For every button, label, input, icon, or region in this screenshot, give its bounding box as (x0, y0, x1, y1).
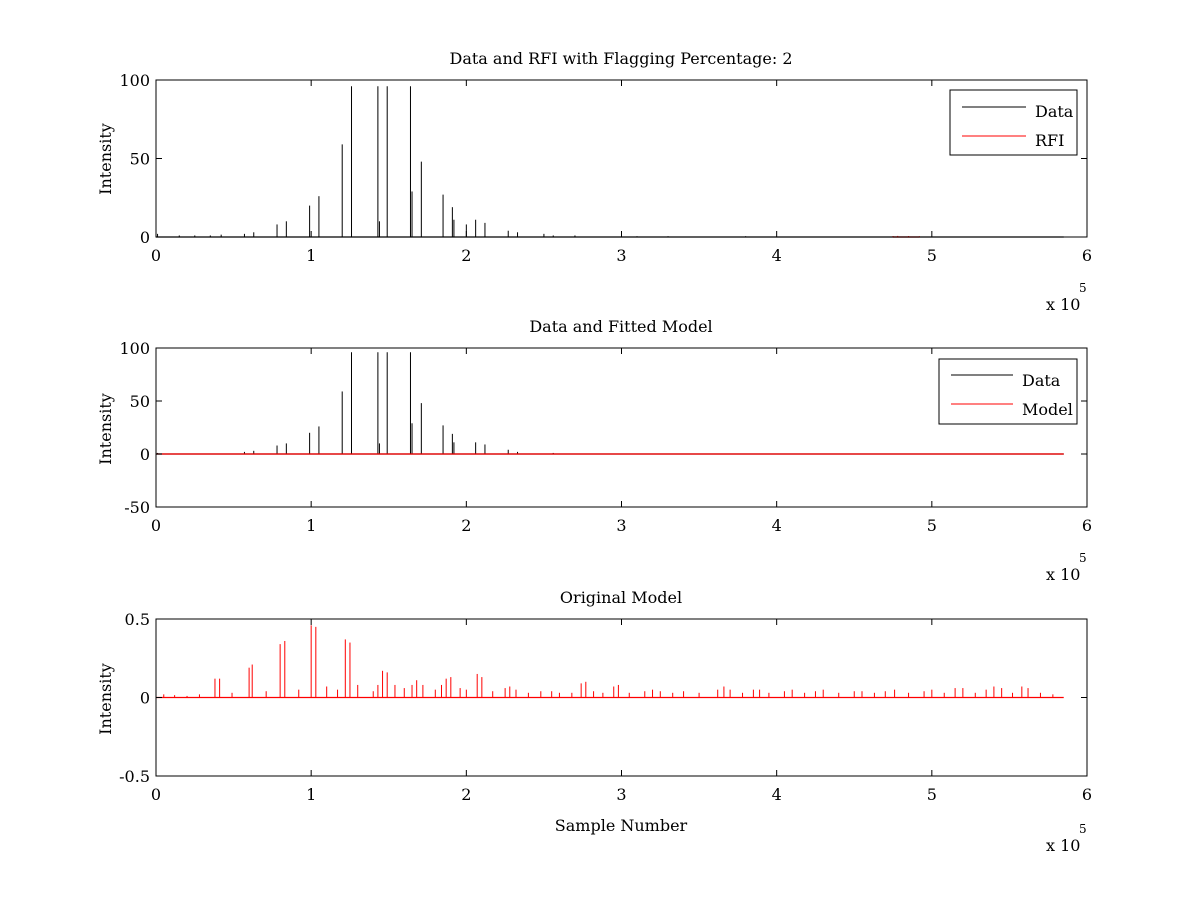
subplot-3-xlabel: Sample Number (555, 816, 688, 835)
x-tick-label: 4 (772, 785, 782, 804)
x-tick-label: 5 (927, 516, 937, 535)
y-tick-label: 0 (140, 689, 150, 708)
x-tick-label: 6 (1082, 785, 1092, 804)
x-tick-label: 5 (927, 246, 937, 265)
subplot-3-ylabel: Intensity (96, 663, 115, 735)
y-tick-label: 0 (140, 228, 150, 247)
subplot-1-x-multiplier: x 10 (1046, 295, 1080, 314)
legend-box (938, 358, 1078, 425)
legend-label-model: Model (1022, 400, 1073, 419)
subplot-2-x-exponent: 5 (1079, 551, 1087, 565)
subplot-2-title: Data and Fitted Model (529, 317, 712, 336)
x-tick-label: 1 (306, 246, 316, 265)
subplot-1-ylabel: Intensity (96, 123, 115, 195)
y-tick-label: 100 (119, 71, 150, 90)
x-tick-label: 3 (616, 785, 626, 804)
y-tick-label: -50 (124, 498, 150, 517)
series-model-0 (156, 625, 1064, 699)
x-tick-label: 4 (772, 516, 782, 535)
subplot-2-x-multiplier: x 10 (1046, 565, 1080, 584)
subplot-2-legend: Data Model (938, 358, 1078, 425)
subplot-2-ylabel: Intensity (96, 393, 115, 465)
x-tick-label: 5 (927, 785, 937, 804)
y-tick-label: 100 (119, 339, 150, 358)
x-tick-label: 1 (306, 785, 316, 804)
subplot-data-rfi: Data and RFI with Flagging Percentage: 2… (96, 49, 1092, 314)
legend-label-data: Data (1022, 371, 1061, 390)
x-tick-label: 1 (306, 516, 316, 535)
x-tick-label: 2 (461, 516, 471, 535)
y-tick-label: 0.5 (125, 610, 150, 629)
legend-label-data: Data (1035, 102, 1074, 121)
x-tick-label: 6 (1082, 516, 1092, 535)
x-tick-label: 6 (1082, 246, 1092, 265)
x-tick-label: 3 (616, 516, 626, 535)
subplot-1-title: Data and RFI with Flagging Percentage: 2 (449, 49, 792, 68)
subplot-3-x-multiplier: x 10 (1046, 836, 1080, 855)
x-tick-label: 2 (461, 785, 471, 804)
subplot-1-legend: Data RFI (949, 89, 1078, 156)
subplot-data-model: Data and Fitted Model Intensity x 10 5 0… (96, 317, 1092, 584)
x-tick-label: 0 (151, 785, 161, 804)
x-tick-label: 0 (151, 246, 161, 265)
y-tick-label: 50 (130, 392, 150, 411)
y-tick-label: 0 (140, 445, 150, 464)
x-tick-label: 0 (151, 516, 161, 535)
legend-label-rfi: RFI (1035, 131, 1064, 150)
subplot-1-x-exponent: 5 (1079, 281, 1087, 295)
x-tick-label: 4 (772, 246, 782, 265)
subplot-3-title: Original Model (560, 588, 682, 607)
x-tick-label: 3 (616, 246, 626, 265)
y-tick-label: -0.5 (119, 767, 150, 786)
x-tick-label: 2 (461, 246, 471, 265)
subplot-3-x-exponent: 5 (1079, 822, 1087, 836)
y-tick-label: 50 (130, 150, 150, 169)
legend-box (949, 89, 1078, 156)
subplot-original-model: Original Model Intensity Sample Number x… (96, 588, 1092, 855)
